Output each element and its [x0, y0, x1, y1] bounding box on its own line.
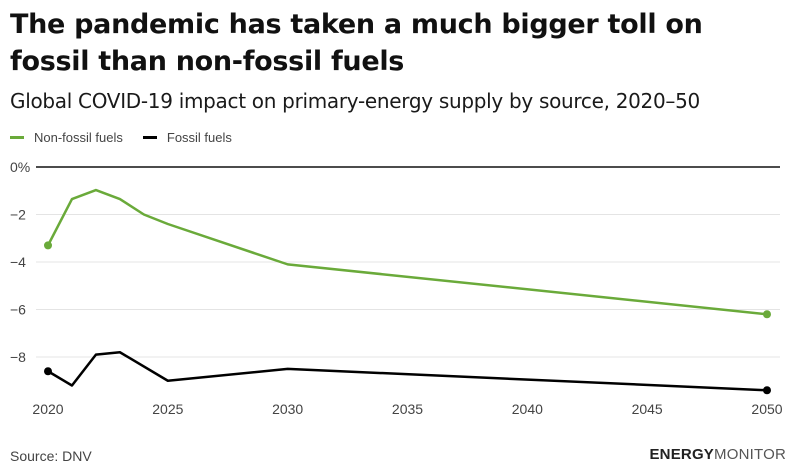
y-tick-label: −4 — [10, 254, 26, 270]
brand-energy: ENERGY — [649, 446, 715, 463]
legend: Non-fossil fuels Fossil fuels — [10, 130, 252, 145]
brand-logo: ENERGYMONITOR — [649, 446, 786, 463]
legend-item-non-fossil: Non-fossil fuels — [10, 130, 123, 145]
brand-monitor: MONITOR — [714, 446, 786, 463]
data-point-fossil — [44, 367, 52, 376]
y-tick-label: −2 — [10, 207, 26, 223]
x-tick-label: 2040 — [512, 401, 543, 417]
data-point-fossil — [763, 386, 771, 395]
y-tick-label: −8 — [10, 349, 26, 365]
source-note: Source: DNV — [10, 448, 92, 464]
x-tick-label: 2035 — [392, 401, 423, 417]
y-tick-label: −6 — [10, 302, 26, 318]
y-tick-label: 0% — [10, 159, 30, 175]
x-tick-label: 2050 — [751, 401, 782, 417]
legend-item-fossil: Fossil fuels — [142, 130, 232, 145]
series-line-non-fossil — [46, 188, 769, 316]
legend-swatch-fossil — [142, 136, 157, 139]
data-point-non-fossil — [44, 241, 52, 250]
x-tick-label: 2045 — [632, 401, 663, 417]
legend-label-non-fossil: Non-fossil fuels — [34, 130, 123, 145]
x-tick-label: 2020 — [32, 401, 63, 417]
data-point-non-fossil — [763, 310, 771, 319]
x-tick-label: 2025 — [152, 401, 183, 417]
legend-swatch-non-fossil — [10, 136, 24, 139]
chart-subtitle: Global COVID-19 impact on primary-energy… — [10, 89, 700, 113]
series-line-fossil — [46, 351, 769, 392]
legend-label-fossil: Fossil fuels — [166, 130, 232, 145]
x-tick-label: 2030 — [272, 401, 303, 417]
chart-title: The pandemic has taken a much bigger tol… — [10, 9, 703, 77]
